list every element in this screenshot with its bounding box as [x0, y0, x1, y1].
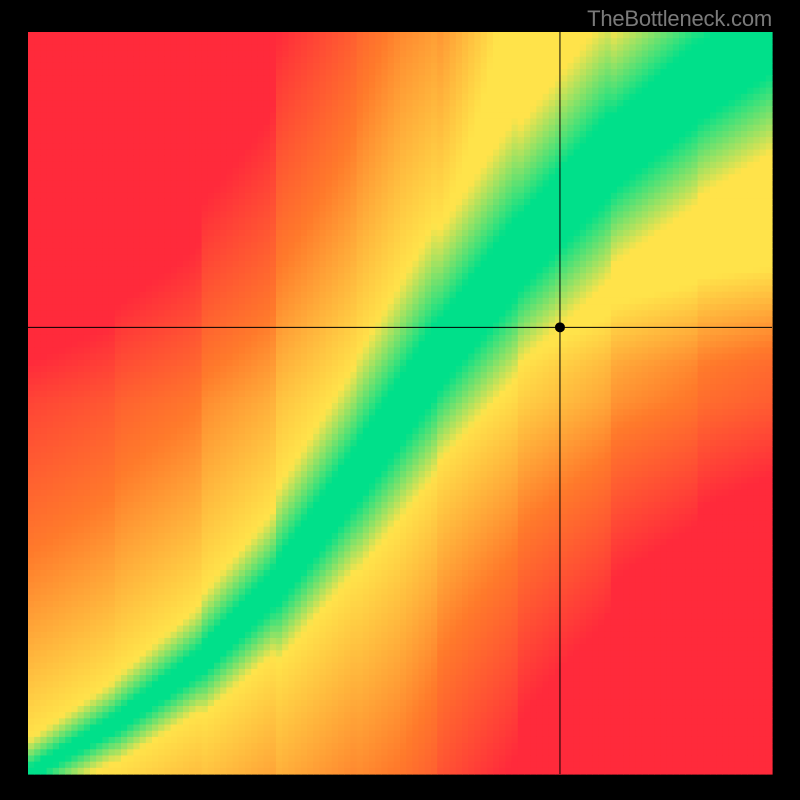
heatmap-field: [28, 32, 773, 775]
bottleneck-heatmap-chart: [0, 0, 800, 800]
watermark-text: TheBottleneck.com: [587, 6, 772, 32]
root-container: { "watermark": { "text": "TheBottleneck.…: [0, 0, 800, 800]
crosshair-marker-dot: [555, 322, 565, 332]
